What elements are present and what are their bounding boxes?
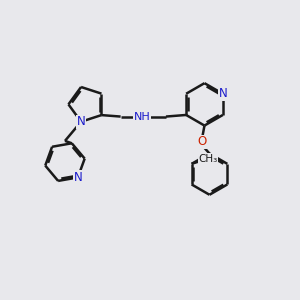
Text: NH: NH xyxy=(134,112,150,122)
Text: N: N xyxy=(77,115,85,128)
Text: CH₃: CH₃ xyxy=(198,154,218,164)
Text: N: N xyxy=(74,171,82,184)
Text: N: N xyxy=(218,87,227,100)
Text: O: O xyxy=(197,135,207,148)
